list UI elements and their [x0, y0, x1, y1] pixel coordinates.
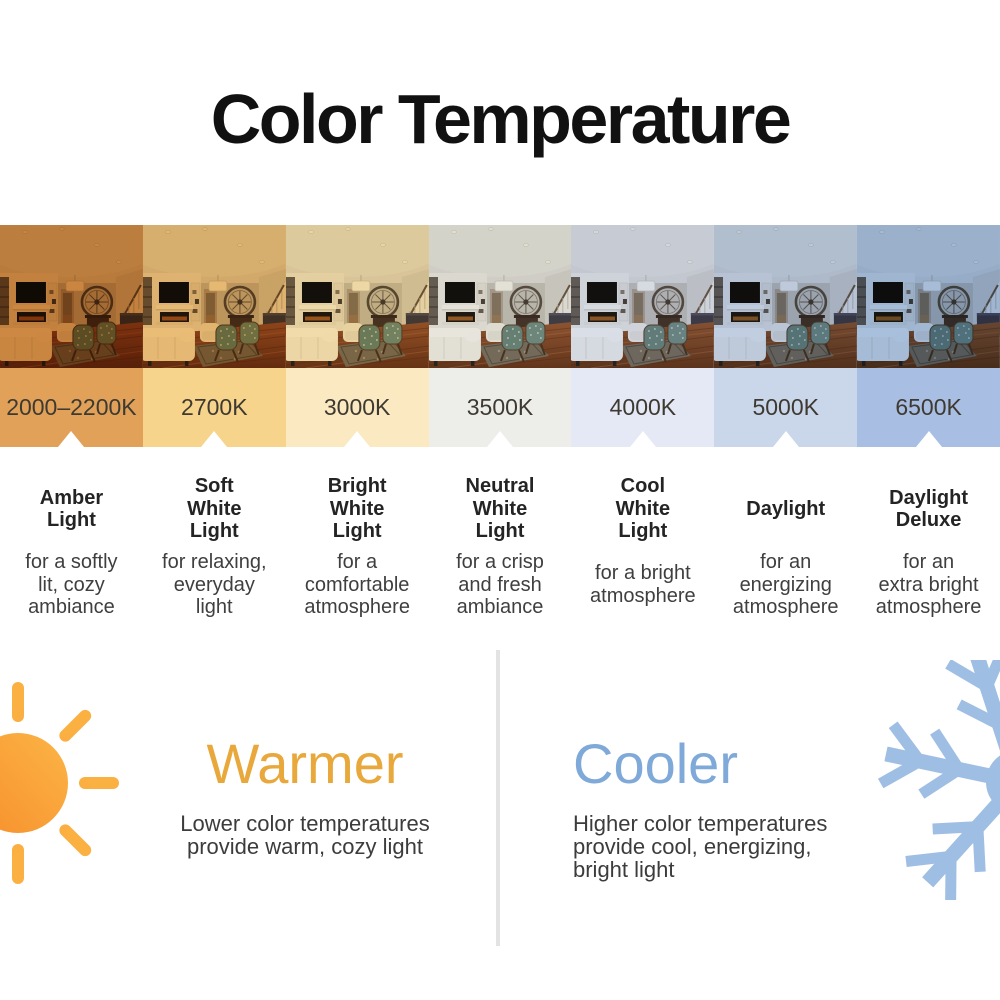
tint-overlay [857, 225, 1000, 368]
kelvin-band: 3500K [428, 368, 572, 447]
tint-overlay [571, 225, 715, 368]
temperature-column-3500k: 3500K Neutral White Light for a crisp an… [428, 225, 572, 619]
kelvin-label: 2700K [181, 394, 248, 420]
light-description: for a softly lit, cozy ambiance [25, 550, 118, 619]
room-photo [714, 225, 858, 368]
kelvin-label: 3000K [323, 394, 391, 420]
kelvin-band: 3000K [285, 368, 429, 447]
room-photo [285, 225, 429, 368]
photo-strip: 2000–2200K Amber Light for a softly lit,… [0, 225, 1000, 619]
band-notch [487, 431, 513, 447]
light-description: for an energizing atmosphere [732, 550, 839, 619]
cooler-description: Higher color temperatures provide cool, … [573, 811, 828, 883]
band-notch [58, 431, 85, 447]
temperature-column-5000k: 5000K Daylight for an energizing atmosph… [714, 225, 858, 619]
band-notch [772, 431, 799, 447]
room-photo [142, 225, 286, 368]
light-name: Bright White Light [327, 475, 387, 543]
light-description: for relaxing, everyday light [162, 550, 267, 619]
warmer-description: Lower color temperatures provide warm, c… [180, 811, 430, 860]
kelvin-band: 2700K [142, 368, 286, 447]
cooler-section: Cooler Higher color temperatures provide… [573, 648, 903, 883]
light-description: for an extra bright atmosphere [875, 550, 982, 619]
light-name: Neutral White Light [465, 475, 535, 543]
light-name: Daylight [746, 497, 826, 520]
kelvin-label: 5000K [752, 394, 819, 420]
band-notch [344, 431, 371, 447]
room-photo [428, 225, 572, 368]
kelvin-label: 6500K [895, 394, 962, 420]
light-name: Daylight Deluxe [889, 486, 969, 531]
kelvin-band: 4000K [571, 368, 715, 447]
temperature-column-2700k: 2700K Soft White Light for relaxing, eve… [142, 225, 286, 619]
kelvin-label: 3500K [466, 394, 534, 420]
band-notch [629, 431, 656, 447]
light-description: for a bright atmosphere [590, 562, 696, 607]
cooler-heading: Cooler [573, 732, 738, 795]
temperature-column-6500k: 6500K Daylight Deluxe for an extra brigh… [857, 225, 1000, 619]
section-divider [496, 650, 500, 946]
tint-overlay [285, 225, 429, 368]
tint-overlay [428, 225, 572, 368]
room-photo [571, 225, 715, 368]
kelvin-band: 6500K [857, 368, 1000, 447]
light-description: for a comfortable atmosphere [304, 550, 410, 619]
tint-overlay [0, 225, 143, 368]
room-photo [857, 225, 1000, 368]
temperature-column-3000k: 3000K Bright White Light for a comfortab… [285, 225, 429, 619]
light-name: Amber Light [39, 486, 104, 531]
light-name: Soft White Light [187, 475, 242, 543]
kelvin-label: 4000K [609, 394, 677, 420]
warmer-section: Warmer Lower color temperatures provide … [120, 648, 490, 860]
kelvin-label: 2000–2200K [6, 394, 137, 420]
kelvin-band: 2000–2200K [0, 368, 143, 447]
temperature-column-2000-2200k: 2000–2200K Amber Light for a softly lit,… [0, 225, 143, 619]
room-photo [0, 225, 143, 368]
tint-overlay [714, 225, 858, 368]
sun-icon [0, 670, 130, 890]
tint-overlay [142, 225, 286, 368]
kelvin-band: 5000K [714, 368, 858, 447]
light-description: for a crisp and fresh ambiance [456, 550, 544, 619]
page-title: Color Temperature [210, 80, 792, 158]
warmer-heading: Warmer [206, 732, 404, 795]
light-name: Cool White Light [615, 475, 671, 543]
snowflake-icon [850, 643, 1000, 902]
temperature-column-4000k: 4000K Cool White Light for a bright atmo… [571, 225, 715, 617]
band-notch [915, 431, 942, 447]
band-notch [201, 431, 228, 447]
